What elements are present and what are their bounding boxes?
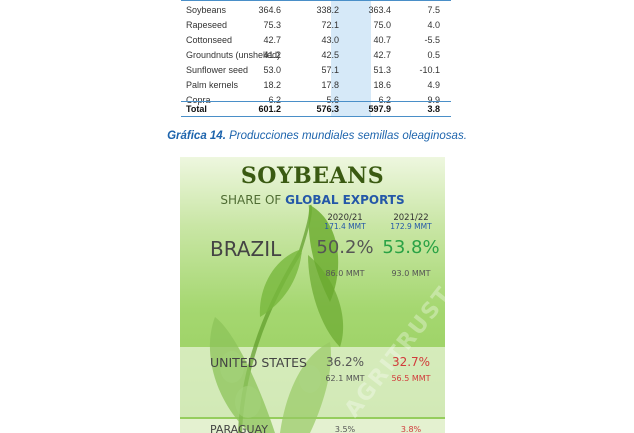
table-bottom-rule [181,116,451,117]
row-name: Copra [186,95,211,105]
row-value-4: 0.5 [427,50,440,60]
table-row: Sunflower seed 53.0 57.1 51.3 -10.1 [181,62,451,78]
figure-caption: Gráfica 14. Producciones mundiales semil… [0,130,634,142]
row-name: Palm kernels [186,80,239,90]
row-value-4: 4.9 [427,80,440,90]
table-total-rule [181,101,451,102]
row-value-3: 18.6 [373,80,391,90]
row-value-2: 338.2 [316,5,339,15]
row-value-1: 75.3 [263,20,281,30]
table-row: Rapeseed 75.3 72.1 75.0 4.0 [181,17,451,33]
row-value-1: 53.0 [263,65,281,75]
row-name: Cottonseed [186,35,233,45]
row-value-2: 42.5 [321,50,339,60]
year-label: 2021/22 [393,213,429,223]
brazil-volume-2020: 86.0 MMT [325,269,365,278]
row-name: Soybeans [186,5,227,15]
year-label: 2020/21 [327,213,363,223]
brazil-volume-2021: 93.0 MMT [391,269,431,278]
caption-label: Gráfica 14. [167,130,226,142]
row-value-1: 6.2 [268,95,281,105]
row-value-3: 51.3 [373,65,391,75]
infographic-title: SOYBEANS [240,163,385,189]
table-row: Soybeans 364.6 338.2 363.4 7.5 [181,2,451,18]
brazil-share-2020: 50.2% [316,237,374,258]
row-value-2: 72.1 [321,20,339,30]
row-value-2: 17.8 [321,80,339,90]
us-share-2020: 36.2% [325,355,365,369]
soybean-plant-illustration [209,204,344,433]
table-top-rule [181,0,451,1]
us-volume-2020: 62.1 MMT [325,374,365,383]
subtitle-prefix: SHARE OF [220,193,286,207]
table-row: Groundnuts (unshelled) 41.2 42.5 42.7 0.… [181,47,451,63]
total-value-3: 597.9 [368,104,391,114]
row-value-4: 4.0 [427,20,440,30]
row-value-2: 57.1 [321,65,339,75]
table-row: Cottonseed 42.7 43.0 40.7 -5.5 [181,32,451,48]
row-value-1: 41.2 [263,50,281,60]
total-value-2: 576.3 [316,104,339,114]
country-united-states: UNITED STATES [210,355,307,370]
row-value-3: 40.7 [373,35,391,45]
row-value-3: 75.0 [373,20,391,30]
row-name: Groundnuts (unshelled) [186,50,281,60]
caption-text: Producciones mundiales semillas oleagino… [225,130,467,142]
row-value-1: 18.2 [263,80,281,90]
infographic-subtitle: SHARE OF GLOBAL EXPORTS [180,193,445,207]
row-name: Rapeseed [186,20,228,30]
row-value-4: 7.5 [427,5,440,15]
paraguay-share-2020: 3.5% [334,425,356,433]
subtitle-highlight: GLOBAL EXPORTS [285,193,405,207]
total-label: Total [186,104,207,114]
us-volume-2021: 56.5 MMT [391,374,431,383]
row-value-1: 42.7 [263,35,281,45]
year-total: 172.9 MMT [390,222,432,231]
soybean-exports-infographic: AGRITRUST SOYBEANS SHARE OF GLOBAL EXPOR… [180,157,445,433]
country-paraguay: PARAGUAY [210,423,268,433]
country-brazil: BRAZIL [210,237,282,261]
total-value-1: 601.2 [258,104,281,114]
row-value-1: 364.6 [258,5,281,15]
row-value-3: 42.7 [373,50,391,60]
table-row: Palm kernels 18.2 17.8 18.6 4.9 [181,77,451,93]
paraguay-share-2021: 3.8% [400,425,422,433]
table-row: Copra 6.2 5.6 6.2 9.9 [181,92,451,108]
total-value-4: 3.8 [427,104,440,114]
us-share-2021: 32.7% [391,355,431,369]
row-value-3: 363.4 [368,5,391,15]
highlighted-column [331,0,371,116]
row-value-4: -10.1 [419,65,440,75]
row-value-2: 43.0 [321,35,339,45]
table-total-row: Total 601.2 576.3 597.9 3.8 [181,101,451,117]
row-name: Sunflower seed [186,65,249,75]
row-value-4: -5.5 [424,35,440,45]
brazil-share-2021: 53.8% [382,237,440,258]
row-value-2: 5.6 [326,95,339,105]
row-value-4: 9.9 [427,95,440,105]
year-total: 171.4 MMT [324,222,366,231]
row-value-3: 6.2 [378,95,391,105]
